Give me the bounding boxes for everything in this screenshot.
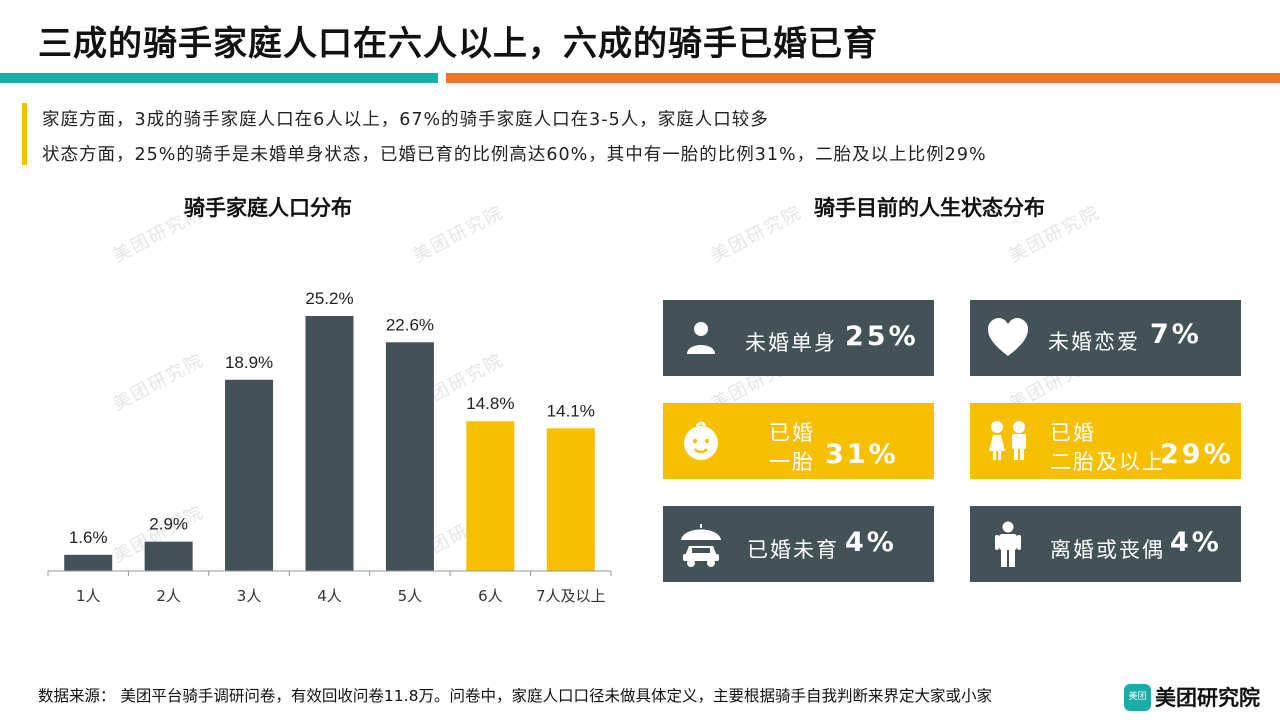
category-label: 5人	[398, 587, 423, 605]
header-divider-teal	[0, 73, 438, 83]
category-label: 1人	[76, 587, 101, 605]
meituan-logo: 美团	[1124, 684, 1151, 711]
status-label-line1: 已婚	[769, 421, 815, 445]
status-label-line2: 一胎	[769, 450, 815, 474]
status-section-title: 骑手目前的人生状态分布	[814, 196, 1045, 220]
status-card-married-no-child: 已婚未育 4%	[663, 506, 934, 582]
data-label: 2.9%	[149, 515, 188, 534]
watermark: 美团研究院	[707, 201, 806, 268]
standing-person-icon	[995, 521, 1021, 567]
page-title: 三成的骑手家庭人口在六人以上，六成的骑手已婚已育	[38, 24, 878, 64]
bar	[466, 421, 515, 571]
category-label: 4人	[317, 587, 342, 605]
summary-accent-bar	[22, 103, 27, 165]
bar	[144, 541, 193, 571]
status-label: 离婚或丧偶	[1050, 538, 1165, 562]
data-source-note: 数据来源： 美团平台骑手调研问卷，有效回收问卷11.8万。问卷中，家庭人口口径未…	[38, 687, 992, 705]
data-label: 18.9%	[225, 353, 273, 372]
status-card-married-two-plus: 已婚 二胎及以上 29%	[970, 403, 1241, 479]
category-label: 2人	[156, 587, 181, 605]
status-percent: 4%	[1170, 527, 1222, 558]
status-label: 已婚未育	[747, 538, 839, 562]
bar	[225, 379, 274, 571]
person-icon	[687, 322, 715, 354]
status-label: 未婚单身	[745, 331, 837, 355]
status-percent: 4%	[845, 527, 897, 558]
category-label: 7人及以上	[536, 587, 606, 605]
bar	[546, 428, 595, 571]
category-label: 6人	[478, 587, 503, 605]
data-label: 22.6%	[386, 315, 434, 334]
family-size-bar-chart: 1.6% 1人 2.9% 2人 18.9% 3人 25.2% 4人 22.6% 5人 14.8% 6人…	[47, 289, 612, 605]
baby-face-icon	[684, 421, 718, 460]
status-card-dating: 未婚恋爱 7%	[970, 300, 1241, 376]
status-card-married-one-child: 已婚 一胎 31%	[663, 403, 934, 479]
brand-name: 美团研究院	[1155, 686, 1260, 710]
chart-title: 骑手家庭人口分布	[184, 196, 352, 220]
heart-icon	[988, 318, 1028, 356]
status-percent: 29%	[1160, 439, 1234, 470]
bar	[385, 342, 434, 571]
status-percent: 7%	[1150, 319, 1202, 350]
data-label: 1.6%	[69, 528, 108, 547]
status-card-single: 未婚单身 25%	[663, 300, 934, 376]
header-divider-orange	[446, 73, 1280, 83]
data-label: 14.8%	[466, 394, 514, 413]
status-label: 未婚恋爱	[1048, 330, 1140, 354]
category-label: 3人	[237, 587, 262, 605]
two-children-icon	[989, 421, 1026, 460]
status-label-line1: 已婚	[1050, 421, 1096, 445]
summary-line-family: 家庭方面，3成的骑手家庭人口在6人以上，67%的骑手家庭人口在3-5人，家庭人口…	[42, 110, 769, 130]
bar	[305, 316, 354, 571]
umbrella-car-icon	[681, 524, 721, 567]
data-label: 25.2%	[305, 289, 353, 308]
data-label: 14.1%	[547, 401, 595, 420]
status-percent: 31%	[825, 439, 899, 470]
status-label-line2: 二胎及以上	[1050, 450, 1165, 474]
bar	[64, 554, 113, 571]
status-card-divorced-widowed: 离婚或丧偶 4%	[970, 506, 1241, 582]
summary-line-status: 状态方面，25%的骑手是未婚单身状态，已婚已育的比例高达60%，其中有一胎的比例…	[42, 145, 987, 165]
status-percent: 25%	[845, 321, 919, 352]
